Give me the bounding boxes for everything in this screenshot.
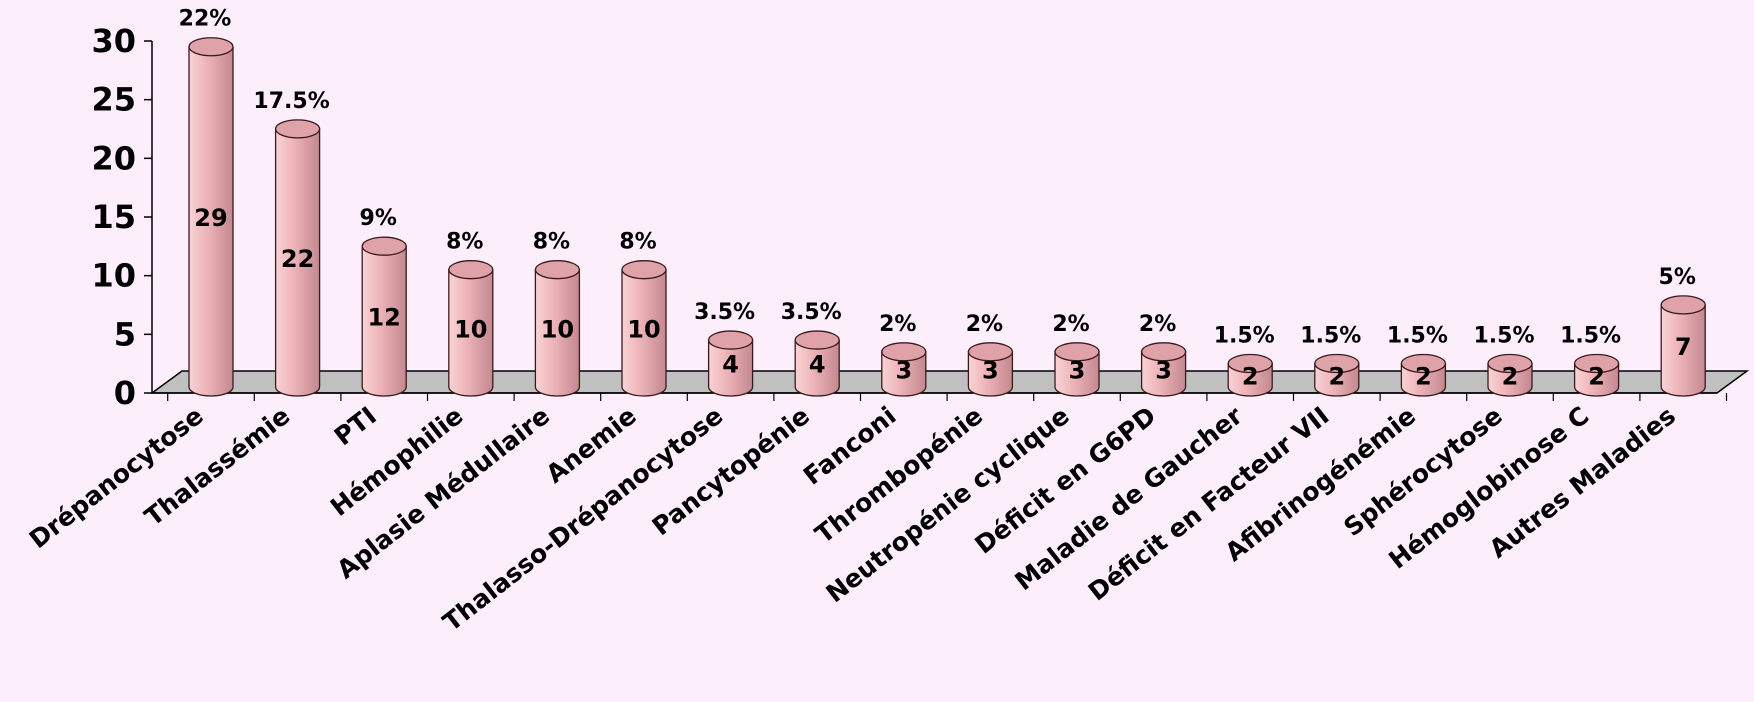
y-tick-label: 0	[114, 374, 136, 412]
bar-percent-label: 8%	[446, 230, 483, 255]
bar-value-label: 7	[1675, 333, 1692, 361]
bar-percent-label: 1.5%	[1300, 324, 1361, 349]
bar-value-label: 10	[541, 315, 574, 343]
bar-percent-label: 17.5%	[253, 89, 329, 114]
bar-value-label: 2	[1502, 362, 1519, 390]
x-tick-label: Thalassémie	[139, 401, 295, 532]
bar-2	[274, 128, 321, 397]
bar-percent-label: 2%	[879, 312, 916, 337]
y-tick-label: 30	[91, 22, 136, 60]
bar-top-6	[621, 260, 667, 280]
bar-value-label: 4	[722, 351, 739, 379]
bar-value-label: 3	[982, 356, 999, 384]
bar-top-18	[1660, 295, 1706, 315]
bar-percent-label: 1.5%	[1214, 324, 1275, 349]
bar-12	[1140, 351, 1187, 397]
y-tick-label: 5	[114, 315, 136, 353]
bar-6	[621, 269, 667, 397]
bar-top-3	[361, 236, 407, 256]
bar-top-17	[1573, 353, 1620, 374]
bar-percent-label: 9%	[360, 206, 397, 231]
bar-value-label: 10	[627, 315, 660, 343]
bar-10	[967, 351, 1014, 397]
bar-percent-label: 5%	[1659, 265, 1696, 290]
bar-percent-label: 22%	[179, 7, 232, 32]
bar-value-label: 29	[194, 204, 227, 232]
bar-percent-label: 2%	[1052, 312, 1089, 337]
bar-value-label: 2	[1328, 362, 1345, 390]
y-tick-label: 15	[91, 198, 136, 236]
bar-value-label: 10	[454, 315, 487, 343]
bar-top-12	[1140, 342, 1187, 362]
bar-18	[1660, 304, 1706, 397]
bar-top-8	[794, 330, 840, 350]
x-tick-label: Pancytopénie	[647, 401, 815, 541]
y-tick-label: 10	[91, 257, 136, 295]
bar-percent-label: 2%	[966, 312, 1003, 337]
bar-percent-label: 2%	[1139, 312, 1176, 337]
bar-percent-label: 8%	[533, 230, 570, 255]
bar-value-label: 12	[367, 304, 400, 332]
bar-value-label: 3	[895, 356, 912, 384]
bar-top-7	[707, 330, 754, 350]
bar-top-13	[1227, 353, 1273, 374]
bar-top-5	[534, 260, 581, 280]
bar-top-10	[967, 342, 1014, 362]
bar-9	[881, 351, 927, 397]
bar-value-label: 2	[1415, 362, 1432, 390]
x-tick-label: PTI	[329, 401, 382, 451]
y-tick-label: 25	[91, 81, 136, 119]
bar-3	[361, 245, 407, 397]
bar-percent-label: 1.5%	[1560, 324, 1621, 349]
bar-value-label: 22	[281, 245, 314, 273]
bar-top-2	[274, 119, 321, 139]
bar-top-4	[448, 260, 494, 280]
bar-percent-label: 3.5%	[781, 300, 842, 325]
y-tick-label: 20	[91, 139, 136, 177]
bar-11	[1054, 351, 1100, 397]
bar-percent-label: 8%	[619, 230, 656, 255]
bar-value-label: 2	[1242, 362, 1259, 390]
bar-4	[448, 269, 494, 397]
bar-value-label: 3	[1069, 356, 1086, 384]
bar-percent-label: 1.5%	[1387, 324, 1448, 349]
bar-value-label: 4	[809, 351, 826, 379]
bar-top-16	[1487, 353, 1533, 374]
bar-top-11	[1054, 342, 1100, 362]
bar-8	[794, 339, 840, 397]
bar-percent-label: 1.5%	[1473, 324, 1534, 349]
bar-percent-label: 3.5%	[694, 300, 755, 325]
bar-top-1	[188, 37, 234, 57]
bar-value-label: 3	[1155, 356, 1172, 384]
bar-top-9	[881, 342, 927, 362]
bar-1	[188, 46, 234, 397]
bar-7	[707, 339, 754, 397]
bar-5	[534, 269, 581, 397]
bar-value-label: 2	[1588, 362, 1605, 390]
bar-top-14	[1314, 353, 1360, 374]
bar-top-15	[1400, 353, 1447, 374]
